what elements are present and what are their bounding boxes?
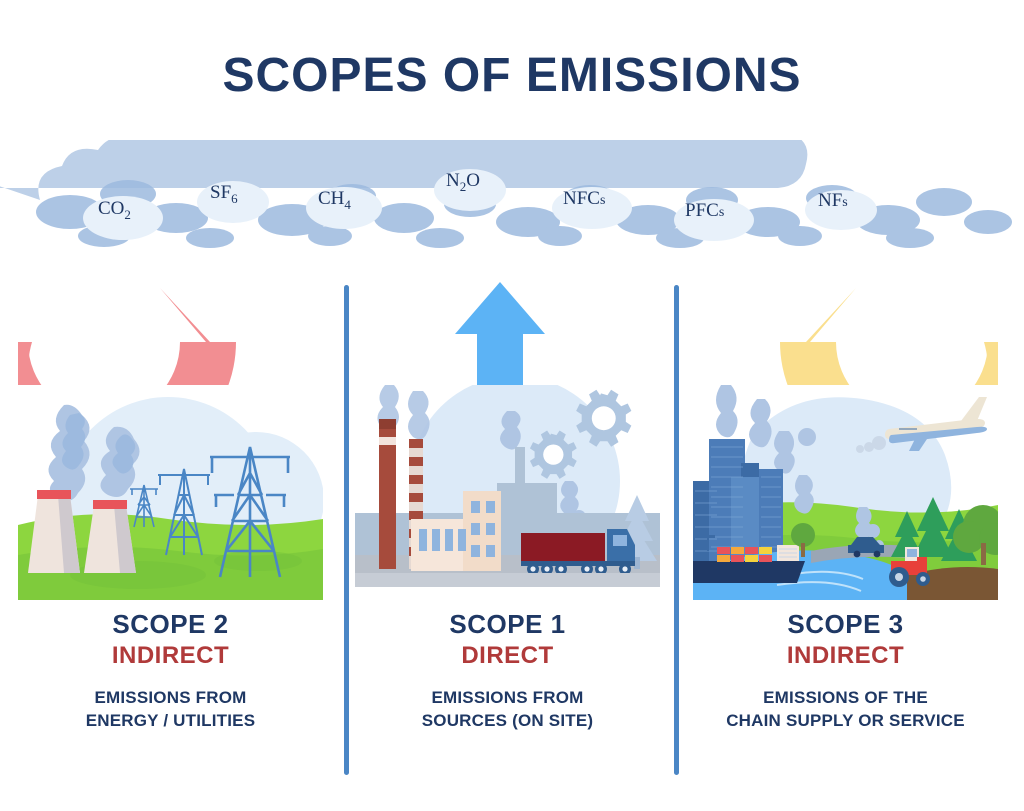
greenhouse-gas-cloud-band: CO2 SF6 CH4 N2O NFCs PFCs NFs (0, 140, 1024, 270)
gas-label-co2: CO2 (98, 198, 131, 222)
scope-description-line-1: EMISSIONS OF THE (763, 687, 928, 707)
panel-divider-right (674, 285, 679, 775)
tractor-icon (889, 547, 930, 587)
gear-icons (529, 389, 632, 479)
curved-arrow-left-up-icon (18, 288, 236, 410)
scope-description-line-1: EMISSIONS FROM (431, 687, 584, 707)
gas-label-sf6: SF6 (210, 182, 238, 206)
airplane-icon (856, 397, 987, 453)
caption-scope-1: SCOPE 1 DIRECT EMISSIONS FROM SOURCES (O… (355, 609, 660, 733)
smoke-wisps (377, 385, 592, 534)
smokestack-tall (379, 419, 396, 569)
gas-label-n2o: N2O (446, 170, 480, 194)
gas-label-ch4: CH4 (318, 188, 351, 212)
scope-description-line-1: EMISSIONS FROM (94, 687, 247, 707)
pylon-small (130, 484, 158, 528)
field-soil (907, 567, 998, 600)
pylon-medium (158, 468, 210, 556)
caption-scope-3: SCOPE 3 INDIRECT EMISSIONS OF THE CHAIN … (693, 609, 998, 733)
factory-and-truck-scene (355, 385, 660, 600)
scope-kind-label: DIRECT (461, 641, 554, 669)
pylon-large (210, 446, 290, 578)
road (811, 544, 921, 563)
car-icon (848, 537, 884, 558)
cloud-outer-shape (0, 140, 808, 200)
shipping-containers (717, 547, 772, 562)
smoke-plumes-left (48, 404, 140, 501)
straight-arrow-up-icon (455, 282, 545, 406)
panel-divider-left (344, 285, 349, 775)
scope-description-line-2: ENERGY / UTILITIES (85, 710, 256, 730)
truck-icon (521, 529, 635, 575)
gas-label-nfs: NFs (818, 190, 848, 211)
city-shipping-and-transport-scene (693, 385, 998, 600)
scope-kind-label: INDIRECT (111, 641, 230, 669)
cloud-label-backings (83, 169, 877, 241)
curved-arrow-right-up-icon (780, 288, 998, 410)
caption-scope-2: SCOPE 2 INDIRECT EMISSIONS FROM ENERGY /… (18, 609, 323, 733)
smoke-plumes (716, 385, 884, 550)
panel-scope-1[interactable]: SCOPE 1 DIRECT EMISSIONS FROM SOURCES (O… (355, 280, 660, 780)
page-title: SCOPES OF EMISSIONS (222, 49, 802, 102)
cargo-ship (693, 535, 805, 583)
scope-description-line-2: CHAIN SUPPLY OR SERVICE (726, 710, 965, 730)
cooling-tower-large (28, 490, 80, 573)
panel-scope-2[interactable]: SCOPE 2 INDIRECT EMISSIONS FROM ENERGY /… (18, 280, 323, 780)
gas-label-pfcs: PFCs (685, 200, 725, 221)
scope-kind-label: INDIRECT (786, 641, 905, 669)
power-plant-and-pylons-scene (18, 385, 323, 600)
scope-description-line-2: SOURCES (ON SITE) (421, 710, 594, 730)
scope-label: SCOPE 1 (449, 609, 566, 639)
panel-scope-3[interactable]: SCOPE 3 INDIRECT EMISSIONS OF THE CHAIN … (693, 280, 998, 780)
cooling-tower-small (84, 500, 136, 573)
gas-label-nfcs: NFCs (563, 188, 606, 209)
factory-building (411, 491, 501, 571)
scope-label: SCOPE 3 (787, 609, 904, 639)
scope-label: SCOPE 2 (112, 609, 229, 639)
